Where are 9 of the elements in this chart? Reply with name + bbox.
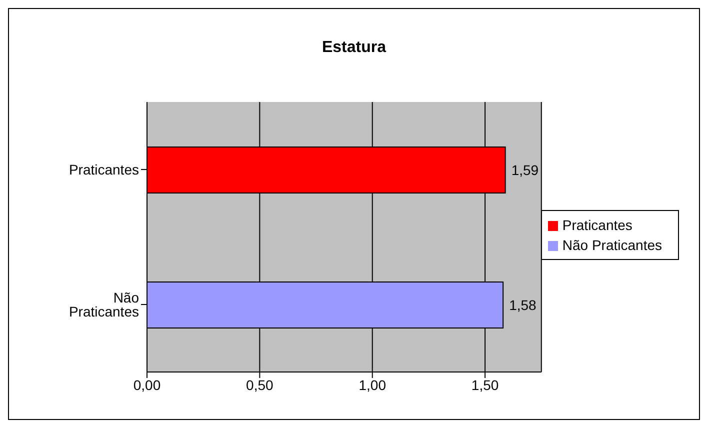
legend-label: Praticantes — [562, 216, 632, 232]
x-tick-label: 0,50 — [246, 376, 274, 393]
x-tick-label: 1,00 — [358, 376, 386, 393]
chart-title: Estatura — [320, 38, 388, 57]
data-label: 1,58 — [509, 296, 537, 313]
data-label: 1,59 — [511, 162, 539, 178]
x-tick-label: 1,50 — [471, 376, 499, 393]
x-tick-label: 0,00 — [133, 376, 161, 393]
legend-label: Não Praticantes — [562, 236, 662, 252]
